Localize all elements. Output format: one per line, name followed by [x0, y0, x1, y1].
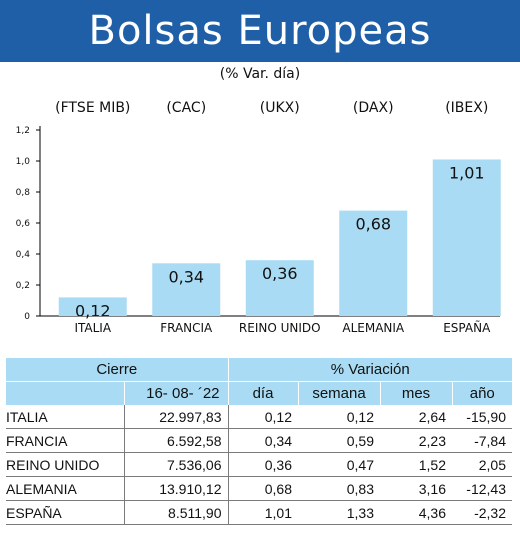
table-row: FRANCIA 6.592,58 0,34 0,59 2,23 -7,84 [6, 428, 512, 453]
chart-subtitle: (% Var. día) [219, 66, 301, 82]
header-blank [6, 381, 125, 405]
header-dia: día [228, 381, 299, 405]
index-label: (UKX) [260, 100, 300, 116]
row-dia: 0,68 [228, 476, 298, 501]
index-label: (CAC) [166, 100, 206, 116]
category-label: ALEMANIA [342, 321, 405, 335]
row-mes: 3,16 [380, 476, 452, 501]
y-tick-label: 0,4 [16, 250, 31, 260]
row-cierre: 13.910,12 [123, 476, 229, 501]
y-tick-label: 1,0 [16, 157, 31, 167]
row-cierre: 7.536,06 [123, 452, 229, 477]
row-anio: -7,84 [452, 428, 512, 453]
row-name: FRANCIA [6, 428, 124, 453]
row-dia: 0,34 [228, 428, 298, 453]
row-mes: 2,64 [380, 405, 452, 429]
row-semana: 0,59 [298, 428, 380, 453]
row-name: REINO UNIDO [6, 452, 124, 477]
row-semana: 0,12 [298, 405, 380, 429]
index-label: (DAX) [353, 100, 394, 116]
header-date: 16- 08- ´22 [124, 381, 229, 405]
row-anio: 2,05 [452, 452, 512, 477]
table-header-row: Cierre % Variación [6, 358, 512, 382]
table-row: ITALIA 22.997,83 0,12 0,12 2,64 -15,90 [6, 405, 512, 429]
table-subheader-row: 16- 08- ´22 día semana mes año [6, 381, 512, 405]
y-tick-label: 0 [24, 312, 30, 322]
title-banner: Bolsas Europeas [0, 0, 520, 62]
row-name: ITALIA [6, 405, 124, 429]
table-row: ESPAÑA 8.511,90 1,01 1,33 4,36 -2,32 [6, 500, 512, 525]
row-cierre: 8.511,90 [123, 500, 229, 525]
row-dia: 0,36 [228, 452, 298, 477]
y-tick-label: 0,8 [16, 188, 31, 198]
row-name: ALEMANIA [6, 476, 124, 501]
category-label: ITALIA [74, 321, 111, 335]
row-semana: 0,83 [298, 476, 380, 501]
row-semana: 0,47 [298, 452, 380, 477]
y-tick-label: 1,2 [16, 126, 30, 136]
bar-value-label: 0,68 [355, 215, 391, 234]
bar-value-label: 0,36 [262, 264, 298, 283]
header-anio: año [452, 381, 512, 405]
bar [152, 263, 221, 316]
row-semana: 1,33 [298, 500, 380, 525]
row-dia: 1,01 [228, 500, 298, 525]
category-label: ESPAÑA [443, 320, 491, 335]
index-label: (FTSE MIB) [55, 100, 130, 116]
bar [432, 159, 501, 316]
row-mes: 2,23 [380, 428, 452, 453]
row-anio: -2,32 [452, 500, 512, 525]
row-dia: 0,12 [228, 405, 298, 429]
bar [245, 260, 314, 316]
row-cierre: 6.592,58 [123, 428, 229, 453]
stock-table: Cierre % Variación 16- 08- ´22 día seman… [6, 358, 512, 525]
bar [339, 210, 408, 316]
row-mes: 1,52 [380, 452, 452, 477]
row-name: ESPAÑA [6, 500, 124, 525]
row-cierre: 22.997,83 [123, 405, 229, 429]
bar-value-label: 1,01 [449, 163, 485, 182]
index-label: (IBEX) [445, 100, 488, 116]
bar-value-label: 0,34 [168, 267, 204, 286]
y-tick-label: 0,6 [16, 219, 31, 229]
header-mes: mes [380, 381, 453, 405]
header-cierre: Cierre [6, 358, 229, 382]
page-title: Bolsas Europeas [88, 8, 432, 54]
row-anio: -15,90 [452, 405, 512, 429]
header-semana: semana [298, 381, 381, 405]
bar [58, 297, 127, 316]
y-tick-label: 0,2 [16, 281, 30, 291]
category-label: REINO UNIDO [239, 321, 321, 335]
category-label: FRANCIA [160, 321, 213, 335]
table-row: REINO UNIDO 7.536,06 0,36 0,47 1,52 2,05 [6, 452, 512, 477]
row-mes: 4,36 [380, 500, 452, 525]
table-row: ALEMANIA 13.910,12 0,68 0,83 3,16 -12,43 [6, 476, 512, 501]
header-variacion: % Variación [228, 358, 512, 382]
bar-value-label: 0,12 [75, 301, 111, 320]
row-anio: -12,43 [452, 476, 512, 501]
